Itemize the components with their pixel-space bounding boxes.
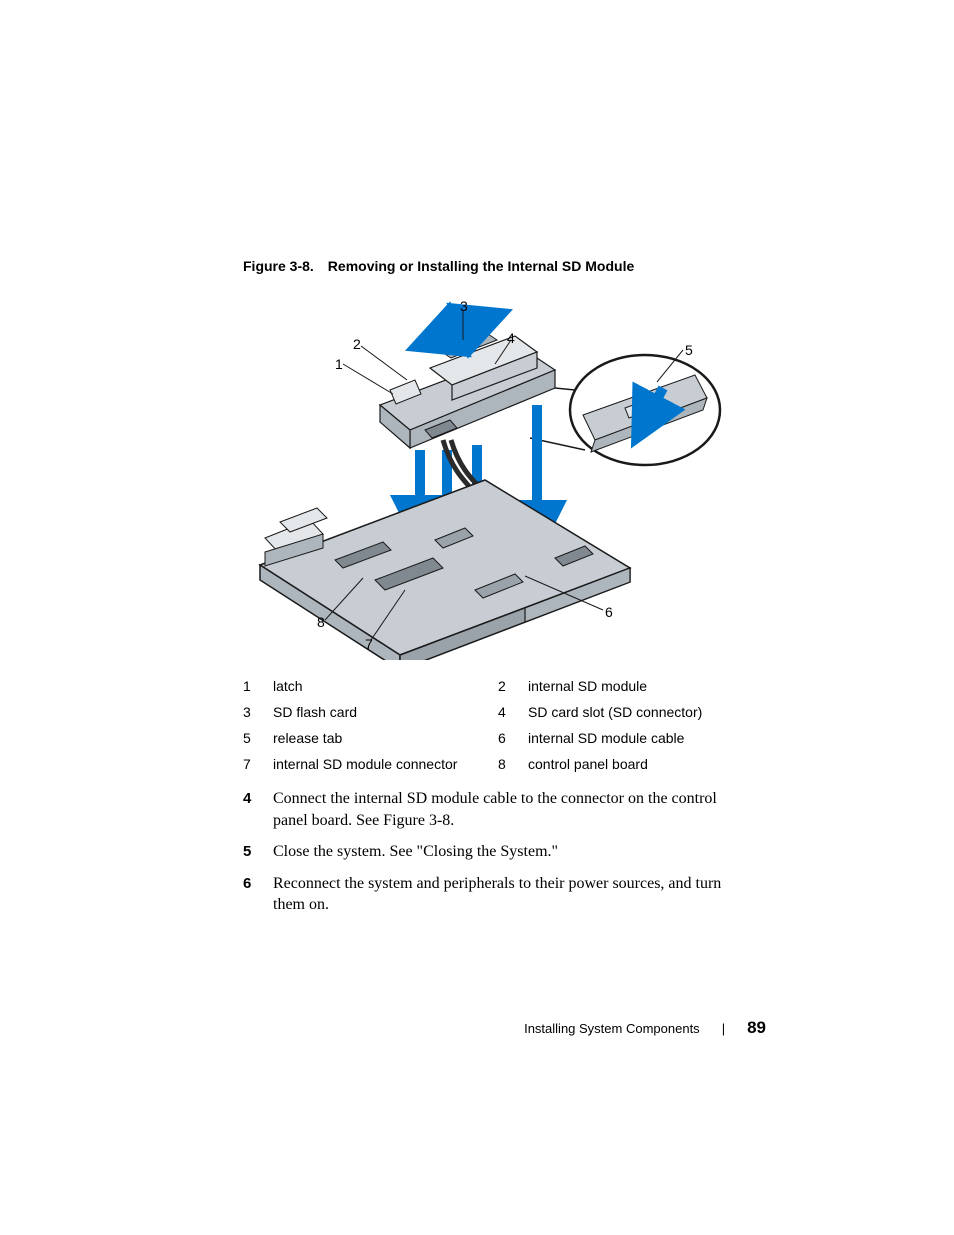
figure-caption: Figure 3-8. Removing or Installing the In… (243, 258, 634, 274)
step-number: 4 (243, 788, 273, 831)
legend-row: 1 latch 2 internal SD module (243, 678, 768, 694)
figure-number: Figure 3-8. (243, 258, 314, 274)
footer-section-title: Installing System Components (524, 1021, 700, 1036)
callout-5: 5 (685, 342, 693, 358)
page-footer: Installing System Components | 89 (0, 1018, 954, 1042)
procedure-steps: 4 Connect the internal SD module cable t… (243, 788, 753, 926)
callout-8: 8 (317, 614, 325, 630)
legend-num: 1 (243, 678, 273, 694)
callout-6: 6 (605, 604, 613, 620)
legend-text: control panel board (528, 756, 768, 772)
step: 4 Connect the internal SD module cable t… (243, 788, 753, 831)
legend-text: internal SD module cable (528, 730, 768, 746)
figure-diagram: 1 2 3 4 5 6 7 8 (225, 290, 765, 660)
figure-title: Removing or Installing the Internal SD M… (328, 258, 634, 274)
footer-separator: | (722, 1021, 725, 1036)
callout-4: 4 (507, 330, 515, 346)
callout-3: 3 (460, 298, 468, 314)
step-text: Reconnect the system and peripherals to … (273, 873, 753, 916)
legend-text: internal SD module connector (273, 756, 498, 772)
legend-num: 3 (243, 704, 273, 720)
legend-text: internal SD module (528, 678, 768, 694)
step-text: Close the system. See "Closing the Syste… (273, 841, 753, 863)
legend-num: 6 (498, 730, 528, 746)
legend-text: latch (273, 678, 498, 694)
legend-num: 5 (243, 730, 273, 746)
legend-text: SD card slot (SD connector) (528, 704, 768, 720)
legend-num: 4 (498, 704, 528, 720)
footer-page-number: 89 (747, 1018, 766, 1038)
callout-1: 1 (335, 356, 343, 372)
step-number: 6 (243, 873, 273, 916)
legend-row: 7 internal SD module connector 8 control… (243, 756, 768, 772)
legend-text: SD flash card (273, 704, 498, 720)
legend-row: 5 release tab 6 internal SD module cable (243, 730, 768, 746)
step: 6 Reconnect the system and peripherals t… (243, 873, 753, 916)
legend-text: release tab (273, 730, 498, 746)
figure-legend: 1 latch 2 internal SD module 3 SD flash … (243, 678, 768, 772)
step-number: 5 (243, 841, 273, 863)
legend-num: 2 (498, 678, 528, 694)
diagram-svg (225, 290, 765, 660)
callout-7: 7 (365, 636, 373, 652)
legend-row: 3 SD flash card 4 SD card slot (SD conne… (243, 704, 768, 720)
legend-num: 7 (243, 756, 273, 772)
legend-num: 8 (498, 756, 528, 772)
callout-2: 2 (353, 336, 361, 352)
step: 5 Close the system. See "Closing the Sys… (243, 841, 753, 863)
step-text: Connect the internal SD module cable to … (273, 788, 753, 831)
